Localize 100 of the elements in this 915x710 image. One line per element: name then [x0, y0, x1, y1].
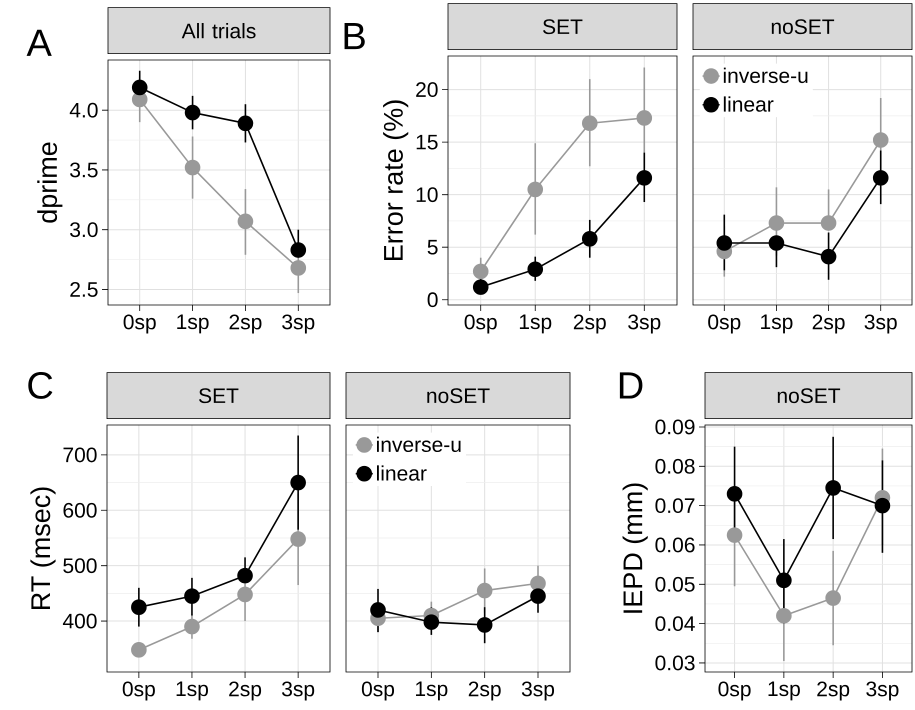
y-tick-label: 0.07	[655, 498, 694, 514]
chart-title: noSET	[772, 19, 834, 34]
x-tick-label: 0sp	[708, 314, 740, 334]
text: D	[620, 372, 642, 399]
chart-title: SET	[199, 388, 238, 404]
y-tick-label: 0.08	[655, 458, 695, 474]
x-tick-label: 3sp	[628, 314, 660, 334]
y-tick-label: 3.5	[70, 162, 98, 178]
point	[472, 279, 489, 295]
point	[872, 132, 889, 148]
y-tick-label: 0.05	[655, 576, 695, 592]
point	[636, 170, 652, 186]
y-axis-title: IEPD (mm)	[622, 483, 648, 613]
x-tick-label: 2sp	[812, 314, 845, 334]
point	[582, 115, 598, 132]
point	[768, 215, 784, 231]
point	[820, 215, 836, 231]
x-tick-label: 0sp	[718, 682, 751, 701]
point	[237, 586, 253, 602]
x-tick-label: 2sp	[817, 682, 850, 701]
x-tick-label: 3sp	[282, 682, 314, 701]
point	[716, 235, 732, 251]
point	[476, 582, 492, 598]
x-tick-label: 2sp	[230, 314, 262, 334]
y-tick-label: 700	[64, 447, 97, 462]
point	[726, 527, 742, 543]
x-tick-label: 0sp	[362, 682, 394, 701]
point	[527, 261, 544, 278]
legend-label: linear	[377, 465, 427, 481]
point	[874, 498, 890, 514]
y-tick-label: 0.06	[655, 538, 695, 552]
point	[582, 231, 598, 247]
x-tick-label: 0sp	[124, 314, 156, 334]
x-tick-label: 1sp	[176, 682, 208, 700]
point	[132, 80, 148, 96]
y-tick-label: 0	[428, 292, 438, 308]
x-tick-label: 3sp	[282, 314, 314, 334]
point	[530, 576, 546, 592]
x-tick-label: 0sp	[122, 682, 155, 701]
text: A	[26, 30, 52, 56]
point	[768, 235, 784, 251]
point	[872, 170, 889, 186]
y-tick-label: 10	[416, 187, 438, 202]
chart-title: SET	[543, 19, 582, 34]
point	[636, 110, 652, 126]
x-tick-label: 2sp	[229, 682, 262, 701]
x-tick-label: 1sp	[520, 314, 552, 334]
point	[184, 588, 200, 604]
y-tick-label: 0.04	[655, 616, 695, 632]
y-tick-label: 500	[63, 558, 97, 574]
chart-title: noSET	[427, 388, 490, 404]
y-axis-title: RT (msec)	[30, 487, 56, 610]
y-tick-label: 15	[416, 134, 438, 150]
point	[476, 617, 492, 633]
point	[238, 116, 254, 132]
y-axis-title: Error rate (%)	[383, 100, 408, 260]
y-tick-label: 3.0	[70, 222, 98, 238]
x-tick-label: 0sp	[464, 314, 497, 334]
x-tick-label: 3sp	[864, 314, 897, 334]
x-tick-label: 1sp	[177, 314, 209, 334]
y-tick-label: 0.09	[655, 420, 694, 434]
point	[237, 568, 253, 584]
x-tick-label: 2sp	[574, 314, 606, 334]
y-tick-label: 400	[62, 614, 97, 628]
point	[131, 599, 147, 616]
y-tick-label: 4.0	[70, 102, 98, 118]
point	[820, 248, 836, 264]
x-tick-label: 1sp	[761, 314, 792, 334]
legend-label: inverse-u	[724, 68, 808, 84]
point	[184, 104, 200, 120]
y-tick-label: 2.5	[70, 282, 98, 297]
chart-title: All trials	[182, 22, 256, 38]
legend-label: inverse-u	[377, 436, 461, 452]
y-axis-title: dprime	[37, 142, 62, 223]
point	[776, 572, 792, 588]
x-tick-label: 1sp	[768, 682, 800, 700]
point	[290, 260, 306, 276]
point	[184, 160, 200, 176]
chart-title: noSET	[778, 388, 840, 404]
point	[238, 214, 254, 230]
y-tick-label: 0.03	[655, 656, 695, 670]
legend-label: linear	[724, 96, 774, 112]
text: B	[344, 23, 365, 50]
point	[530, 588, 546, 604]
x-tick-label: 1sp	[416, 682, 448, 700]
point	[290, 242, 306, 258]
point	[424, 614, 440, 630]
y-tick-label: 5	[428, 240, 438, 255]
point	[290, 474, 306, 490]
point	[825, 480, 841, 496]
point	[290, 531, 306, 547]
point	[726, 486, 742, 502]
text: C	[28, 372, 52, 399]
point	[776, 608, 792, 624]
point	[527, 182, 544, 198]
point	[131, 642, 147, 658]
x-tick-label: 3sp	[866, 682, 898, 701]
point	[370, 602, 386, 618]
y-tick-label: 600	[63, 502, 97, 518]
x-tick-label: 3sp	[522, 682, 554, 701]
